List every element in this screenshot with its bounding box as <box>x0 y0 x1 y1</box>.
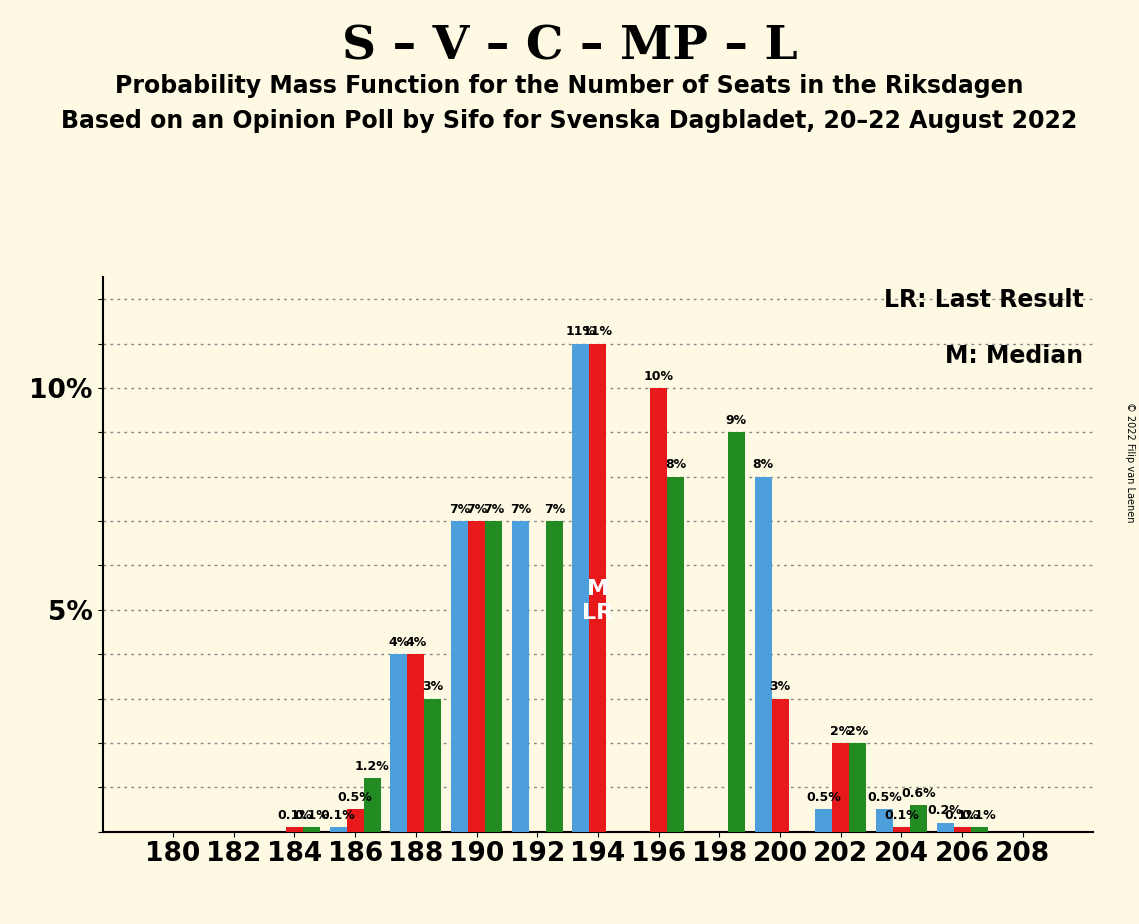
Text: LR: Last Result: LR: Last Result <box>884 288 1083 312</box>
Bar <box>303 827 320 832</box>
Bar <box>936 822 953 832</box>
Text: 7%: 7% <box>543 503 565 516</box>
Text: S – V – C – MP – L: S – V – C – MP – L <box>342 23 797 69</box>
Bar <box>876 809 893 832</box>
Bar <box>511 521 528 832</box>
Text: 0.1%: 0.1% <box>884 808 919 821</box>
Bar <box>590 344 606 832</box>
Bar <box>650 388 667 832</box>
Text: 0.2%: 0.2% <box>928 805 962 818</box>
Text: Probability Mass Function for the Number of Seats in the Riksdagen: Probability Mass Function for the Number… <box>115 74 1024 98</box>
Text: M: Median: M: Median <box>945 344 1083 368</box>
Bar <box>970 827 988 832</box>
Text: 8%: 8% <box>665 458 686 471</box>
Bar <box>573 344 590 832</box>
Bar <box>850 743 867 832</box>
Bar <box>391 654 408 832</box>
Bar <box>833 743 850 832</box>
Bar <box>816 809 833 832</box>
Text: 11%: 11% <box>583 325 613 338</box>
Text: 11%: 11% <box>566 325 596 338</box>
Text: 1.2%: 1.2% <box>354 760 390 773</box>
Text: 0.1%: 0.1% <box>321 808 355 821</box>
Bar <box>667 477 685 832</box>
Text: 4%: 4% <box>388 636 410 649</box>
Bar <box>286 827 303 832</box>
Text: 0.6%: 0.6% <box>901 786 936 799</box>
Bar <box>728 432 745 832</box>
Text: M
LR: M LR <box>582 579 614 623</box>
Text: 0.1%: 0.1% <box>294 808 329 821</box>
Bar <box>771 699 788 832</box>
Text: 8%: 8% <box>753 458 773 471</box>
Text: 0.5%: 0.5% <box>338 791 372 804</box>
Bar <box>425 699 441 832</box>
Text: 2%: 2% <box>847 724 868 737</box>
Bar <box>329 827 346 832</box>
Text: Based on an Opinion Poll by Sifo for Svenska Dagbladet, 20–22 August 2022: Based on an Opinion Poll by Sifo for Sve… <box>62 109 1077 133</box>
Bar <box>910 805 927 832</box>
Text: 2%: 2% <box>830 724 852 737</box>
Bar <box>408 654 425 832</box>
Bar <box>363 778 380 832</box>
Bar <box>451 521 468 832</box>
Text: 0.1%: 0.1% <box>945 808 980 821</box>
Text: 9%: 9% <box>726 414 747 427</box>
Bar <box>755 477 771 832</box>
Text: 3%: 3% <box>770 680 790 693</box>
Text: 7%: 7% <box>466 503 487 516</box>
Bar <box>953 827 970 832</box>
Text: 7%: 7% <box>449 503 470 516</box>
Text: 4%: 4% <box>405 636 426 649</box>
Text: 0.1%: 0.1% <box>961 808 997 821</box>
Bar <box>485 521 502 832</box>
Text: © 2022 Filip van Laenen: © 2022 Filip van Laenen <box>1125 402 1134 522</box>
Text: 10%: 10% <box>644 370 673 383</box>
Text: 7%: 7% <box>509 503 531 516</box>
Bar <box>346 809 363 832</box>
Bar <box>893 827 910 832</box>
Text: 0.5%: 0.5% <box>867 791 902 804</box>
Text: 0.1%: 0.1% <box>277 808 312 821</box>
Bar <box>468 521 485 832</box>
Text: 0.5%: 0.5% <box>806 791 842 804</box>
Bar <box>546 521 563 832</box>
Text: 3%: 3% <box>423 680 443 693</box>
Text: 7%: 7% <box>483 503 505 516</box>
